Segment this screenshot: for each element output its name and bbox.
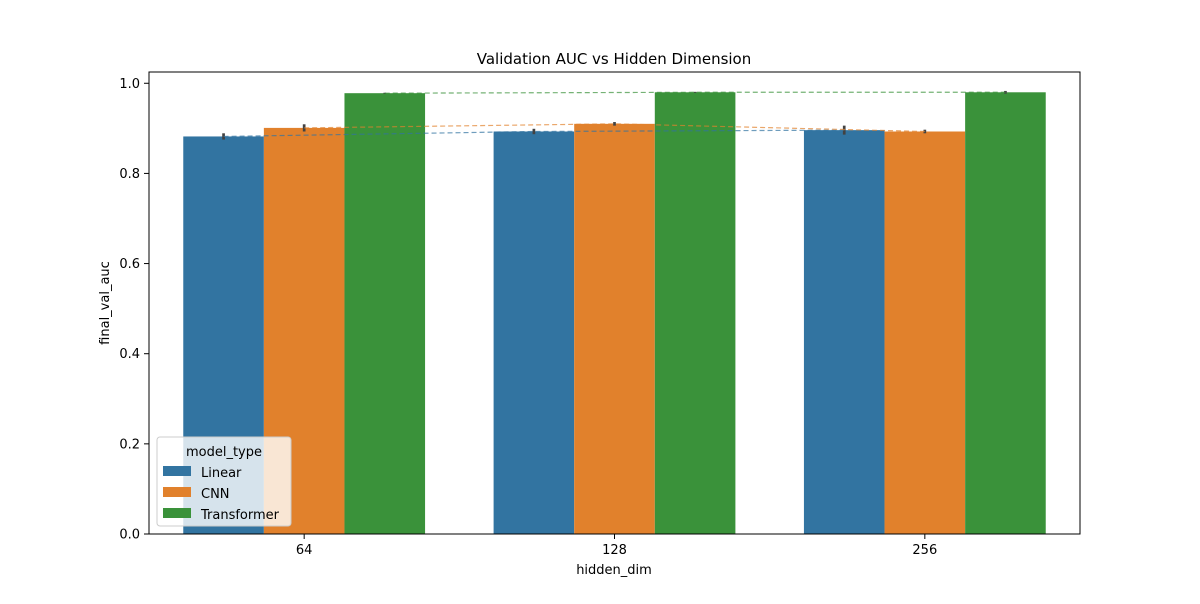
chart-title: Validation AUC vs Hidden Dimension xyxy=(477,50,752,68)
bar-transformer-64 xyxy=(344,93,426,534)
x-tick-label: 64 xyxy=(296,543,313,558)
legend-swatch-transformer xyxy=(163,508,191,518)
y-tick-label: 0.8 xyxy=(119,167,140,182)
y-axis-label: final_val_auc xyxy=(98,261,113,345)
y-tick-label: 0.6 xyxy=(119,257,140,272)
legend-label-transformer: Transformer xyxy=(200,508,280,523)
x-tick-label: 256 xyxy=(912,543,937,558)
legend-swatch-linear xyxy=(163,466,191,476)
y-tick-label: 0.0 xyxy=(119,528,140,543)
bar-cnn-128 xyxy=(574,123,655,535)
x-tick-label: 128 xyxy=(602,543,627,558)
legend-swatch-cnn xyxy=(163,487,191,497)
legend-frame xyxy=(156,436,292,527)
x-axis-label: hidden_dim xyxy=(576,563,652,578)
legend-title: model_type xyxy=(186,445,262,460)
bars-layer xyxy=(183,92,1046,535)
bar-transformer-256 xyxy=(965,92,1046,534)
bar-linear-128 xyxy=(493,131,575,534)
bar-linear-256 xyxy=(803,130,885,534)
legend-label-cnn: CNN xyxy=(201,487,230,502)
legend: model_type Linear CNN Transformer xyxy=(156,436,292,527)
y-tick-label: 0.2 xyxy=(119,437,140,452)
legend-label-linear: Linear xyxy=(201,466,242,481)
axis-ticks-layer: 0.0 0.2 0.4 0.6 0.8 1.0 64 128 256 xyxy=(119,77,937,558)
y-tick-label: 1.0 xyxy=(119,77,140,92)
bar-cnn-256 xyxy=(884,131,966,534)
bar-transformer-128 xyxy=(654,92,736,534)
y-tick-label: 0.4 xyxy=(119,347,140,362)
